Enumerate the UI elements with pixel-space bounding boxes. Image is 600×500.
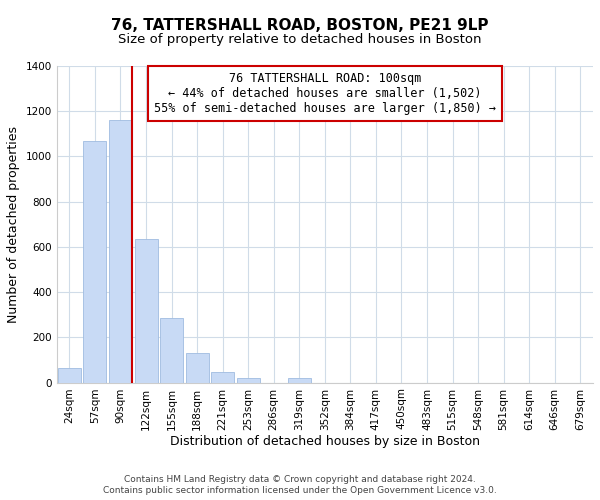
Text: 76 TATTERSHALL ROAD: 100sqm
← 44% of detached houses are smaller (1,502)
55% of : 76 TATTERSHALL ROAD: 100sqm ← 44% of det… <box>154 72 496 116</box>
Bar <box>134 239 158 382</box>
Text: 76, TATTERSHALL ROAD, BOSTON, PE21 9LP: 76, TATTERSHALL ROAD, BOSTON, PE21 9LP <box>111 18 489 32</box>
Text: Contains public sector information licensed under the Open Government Licence v3: Contains public sector information licen… <box>103 486 497 495</box>
Bar <box>83 140 106 382</box>
Text: Contains HM Land Registry data © Crown copyright and database right 2024.: Contains HM Land Registry data © Crown c… <box>124 475 476 484</box>
Bar <box>237 378 260 382</box>
Bar <box>288 378 311 382</box>
Bar <box>185 353 209 382</box>
Bar <box>211 372 234 382</box>
X-axis label: Distribution of detached houses by size in Boston: Distribution of detached houses by size … <box>170 435 480 448</box>
Y-axis label: Number of detached properties: Number of detached properties <box>7 126 20 322</box>
Bar <box>58 368 81 382</box>
Text: Size of property relative to detached houses in Boston: Size of property relative to detached ho… <box>118 32 482 46</box>
Bar <box>160 318 183 382</box>
Bar <box>109 120 132 382</box>
